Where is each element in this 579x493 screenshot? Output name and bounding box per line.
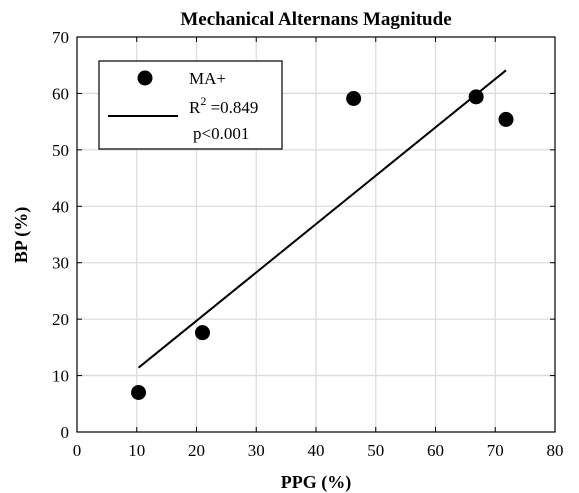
chart-title: Mechanical Alternans Magnitude — [180, 9, 451, 30]
legend-r2-label: R2 =0.849 — [189, 94, 258, 117]
x-tick-label: 20 — [188, 441, 205, 460]
legend-series-label: MA+ — [189, 69, 226, 88]
data-point — [498, 111, 514, 127]
x-tick-label: 0 — [73, 441, 82, 460]
x-tick-label: 40 — [308, 441, 325, 460]
legend: MA+ R2 =0.849 p<0.001 — [98, 60, 283, 150]
legend-box — [98, 60, 283, 150]
legend-r2-exponent: 2 — [200, 94, 206, 108]
y-tick-label: 10 — [52, 367, 69, 386]
regression-line-group — [137, 69, 507, 369]
y-tick-label: 20 — [52, 310, 69, 329]
legend-p-value: p<0.001 — [193, 124, 249, 143]
y-tick-label: 30 — [52, 254, 69, 273]
x-axis-label: PPG (%) — [281, 472, 351, 493]
x-tick-label: 10 — [128, 441, 145, 460]
x-tick-label: 50 — [367, 441, 384, 460]
x-tick-label: 80 — [547, 441, 564, 460]
legend-marker-icon — [137, 70, 153, 86]
axis-ticks: 0 10 20 30 40 50 60 70 80 0 10 20 30 40 50 60 70 — [52, 28, 564, 460]
x-tick-label: 60 — [427, 441, 444, 460]
data-points — [131, 89, 514, 400]
x-tick-label: 70 — [487, 441, 504, 460]
y-tick-label: 40 — [52, 197, 69, 216]
x-tick-label: 30 — [248, 441, 265, 460]
y-tick-label: 0 — [61, 423, 70, 442]
data-point — [346, 91, 362, 107]
y-axis-label: BP (%) — [11, 207, 32, 264]
y-tick-label: 70 — [52, 28, 69, 47]
y-tick-label: 50 — [52, 141, 69, 160]
data-point — [194, 325, 210, 341]
data-point — [468, 89, 484, 105]
legend-r2-prefix: R — [189, 98, 201, 117]
regression-line — [137, 69, 507, 369]
data-point — [131, 385, 147, 400]
legend-r2-value: =0.849 — [206, 98, 258, 117]
y-tick-label: 60 — [52, 84, 69, 103]
